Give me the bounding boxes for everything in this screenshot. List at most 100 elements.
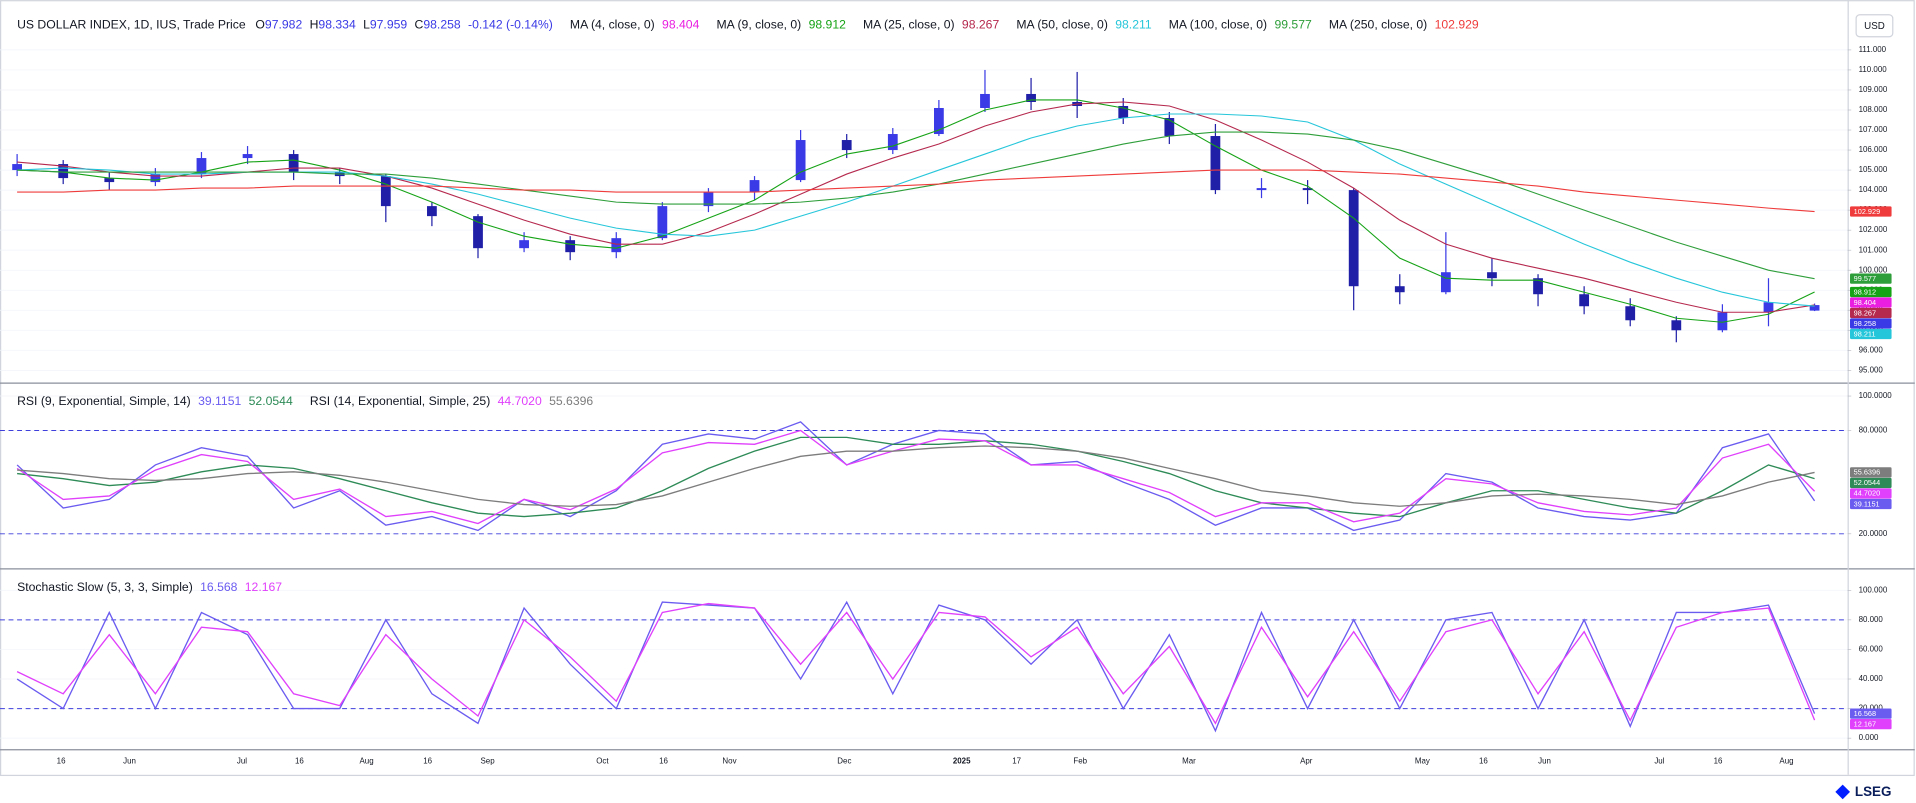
legend-name: MA (9, close, 0) (716, 18, 801, 32)
candle-body (1394, 286, 1405, 293)
series-line (17, 445, 1815, 507)
legend-value: 98.211 (1115, 18, 1152, 32)
brand: LSEG (1855, 784, 1892, 799)
candle-body (749, 180, 760, 193)
candle-body (657, 206, 668, 239)
y-tick-label: 109.000 (1859, 85, 1888, 94)
axis-tag (1850, 467, 1892, 478)
y-tick-label: 111.000 (1859, 45, 1887, 54)
axis-tag (1850, 719, 1892, 730)
candle-body (933, 107, 944, 135)
candle-body (795, 140, 806, 181)
ohlc-label: L (363, 18, 370, 32)
candle-body (887, 134, 898, 151)
ohlc-value: 97.959 (370, 18, 408, 32)
axis-tag-label: 98.404 (1854, 298, 1876, 307)
series-line (16, 600, 1816, 733)
axis-tag (1850, 206, 1892, 217)
ohlc-label: O (255, 18, 264, 32)
candle-body (1118, 105, 1129, 119)
axis-tag (1850, 297, 1892, 308)
x-tick-label: Feb (1073, 756, 1087, 765)
candle-body (1210, 136, 1221, 191)
x-tick-label: Mar (1182, 756, 1196, 765)
candle-body (611, 238, 622, 253)
ohlc-value: 97.982 (265, 18, 303, 32)
ohlc-label: H (310, 18, 319, 32)
legend-value: 98.267 (962, 18, 1000, 32)
legend-value: 99.577 (1274, 18, 1312, 32)
legend-name: RSI (14, Exponential, Simple, 25) (310, 394, 490, 408)
candle-body (1717, 312, 1728, 331)
currency-box (1855, 14, 1894, 38)
x-tick-label: Dec (837, 756, 851, 765)
candle-body (1256, 188, 1267, 191)
candle-body (473, 216, 483, 249)
legend-name: MA (250, close, 0) (1329, 18, 1427, 32)
axis-tag (1850, 318, 1892, 329)
chart-border (0, 0, 1915, 777)
candle-body (980, 93, 990, 108)
legend-value: 12.167 (245, 580, 283, 594)
candle-body (1440, 272, 1451, 293)
candle-body (58, 164, 69, 179)
legend: US DOLLAR INDEX, 1D, IUS, Trade Price O97… (17, 18, 1479, 32)
series-line (17, 113, 1815, 307)
legend-name: MA (100, close, 0) (1169, 18, 1267, 32)
axis-tag (1850, 273, 1892, 284)
legend-value: 52.0544 (249, 394, 293, 408)
ohlc-label: C (415, 18, 424, 32)
axis-tag-label: 98.267 (1854, 308, 1876, 317)
axis-tag (1850, 307, 1892, 319)
legend-value: 16.568 (200, 580, 238, 594)
y-tick-label: 80.000 (1859, 615, 1884, 624)
axis-tag-label: 99.577 (1854, 274, 1876, 283)
axis-tag-label: 98.912 (1854, 287, 1876, 296)
y-tick-label: 96.000 (1859, 345, 1884, 354)
axis-tag-label: 98.258 (1854, 319, 1876, 328)
candle-body (104, 178, 115, 183)
x-tick-label: 17 (1012, 756, 1021, 765)
y-tick-label: 0.000 (1859, 733, 1879, 742)
candle-body (1026, 93, 1036, 102)
candle-body (841, 140, 852, 151)
candle-body (1809, 305, 1820, 311)
y-tick-label: 106.000 (1859, 145, 1888, 154)
y-tick-label: 100.0000 (1859, 391, 1893, 400)
legend-title: Stochastic Slow (5, 3, 3, Simple) (17, 580, 193, 594)
candle-body (288, 154, 299, 173)
axis-tag-label: 44.7020 (1854, 489, 1881, 498)
candle-body (150, 174, 161, 183)
y-tick-label: 100.000 (1859, 265, 1888, 274)
series-line (17, 169, 1815, 213)
x-tick-label: 2025 (953, 756, 971, 765)
axis-tag-label: 12.167 (1854, 719, 1876, 728)
candle-body (1533, 278, 1543, 295)
candle-body (1763, 302, 1774, 313)
candle-body (380, 176, 391, 207)
x-tick-label: Jul (237, 756, 247, 765)
axis-tag-label: 16.568 (1854, 709, 1876, 718)
legend-value: 55.6396 (549, 394, 593, 408)
series-line (16, 602, 1816, 725)
legend-value: 98.912 (809, 18, 847, 32)
axis-tag-label: 39.1151 (1854, 499, 1880, 508)
y-tick-label: 95.000 (1859, 365, 1884, 374)
y-tick-label: 105.000 (1859, 165, 1888, 174)
x-tick-label: Jun (1538, 756, 1551, 765)
axis-tag-label: 55.6396 (1854, 468, 1881, 477)
y-tick-label: 108.000 (1859, 105, 1888, 114)
candle-body (1671, 320, 1682, 331)
y-tick-label: 20.0000 (1859, 529, 1888, 538)
x-tick-label: 16 (659, 756, 668, 765)
candle-body (1302, 188, 1313, 191)
series-line (17, 131, 1815, 280)
x-tick-label: May (1415, 756, 1430, 765)
legend-name: RSI (9, Exponential, Simple, 14) (17, 394, 191, 408)
candle-body (519, 240, 529, 249)
ohlc-value: 98.258 (423, 18, 461, 32)
y-tick-label: 100.000 (1859, 585, 1888, 594)
y-tick-label: 110.000 (1859, 65, 1888, 74)
y-tick-label: 101.000 (1859, 245, 1888, 254)
